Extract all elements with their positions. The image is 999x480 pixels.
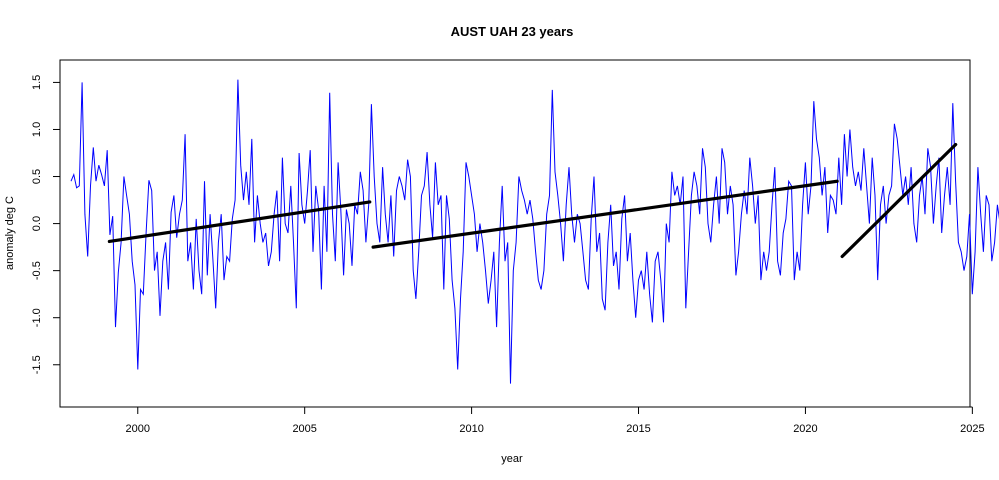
x-tick-label: 2020 (793, 423, 817, 435)
y-tick-label: 0.0 (31, 216, 43, 231)
chart-title: AUST UAH 23 years (451, 24, 574, 39)
y-axis-label: anomaly deg C (4, 196, 16, 270)
x-tick-label: 2015 (626, 423, 650, 435)
y-tick-label: -1.5 (31, 355, 43, 374)
anomaly-series-line (70, 79, 999, 384)
y-axis: -1.5 -1.0 -0.5 0.0 0.5 1.0 1.5 (31, 75, 61, 374)
y-tick-label: 1.0 (31, 122, 43, 137)
x-axis-label: year (501, 453, 523, 465)
x-tick-label: 2025 (960, 423, 984, 435)
y-tick-label: 1.5 (31, 75, 43, 90)
trend-line (371, 179, 839, 249)
trend-line (840, 142, 958, 259)
x-axis: 2000 2005 2010 2015 2020 2025 (126, 406, 985, 435)
trend-layer (107, 142, 958, 259)
x-tick-label: 2005 (292, 423, 316, 435)
x-tick-label: 2010 (459, 423, 483, 435)
series-layer (70, 79, 999, 384)
y-tick-label: -0.5 (31, 261, 43, 280)
x-tick-label: 2000 (126, 423, 150, 435)
y-tick-label: 0.5 (31, 169, 43, 184)
trend-line (107, 200, 372, 244)
y-tick-label: -1.0 (31, 308, 43, 327)
